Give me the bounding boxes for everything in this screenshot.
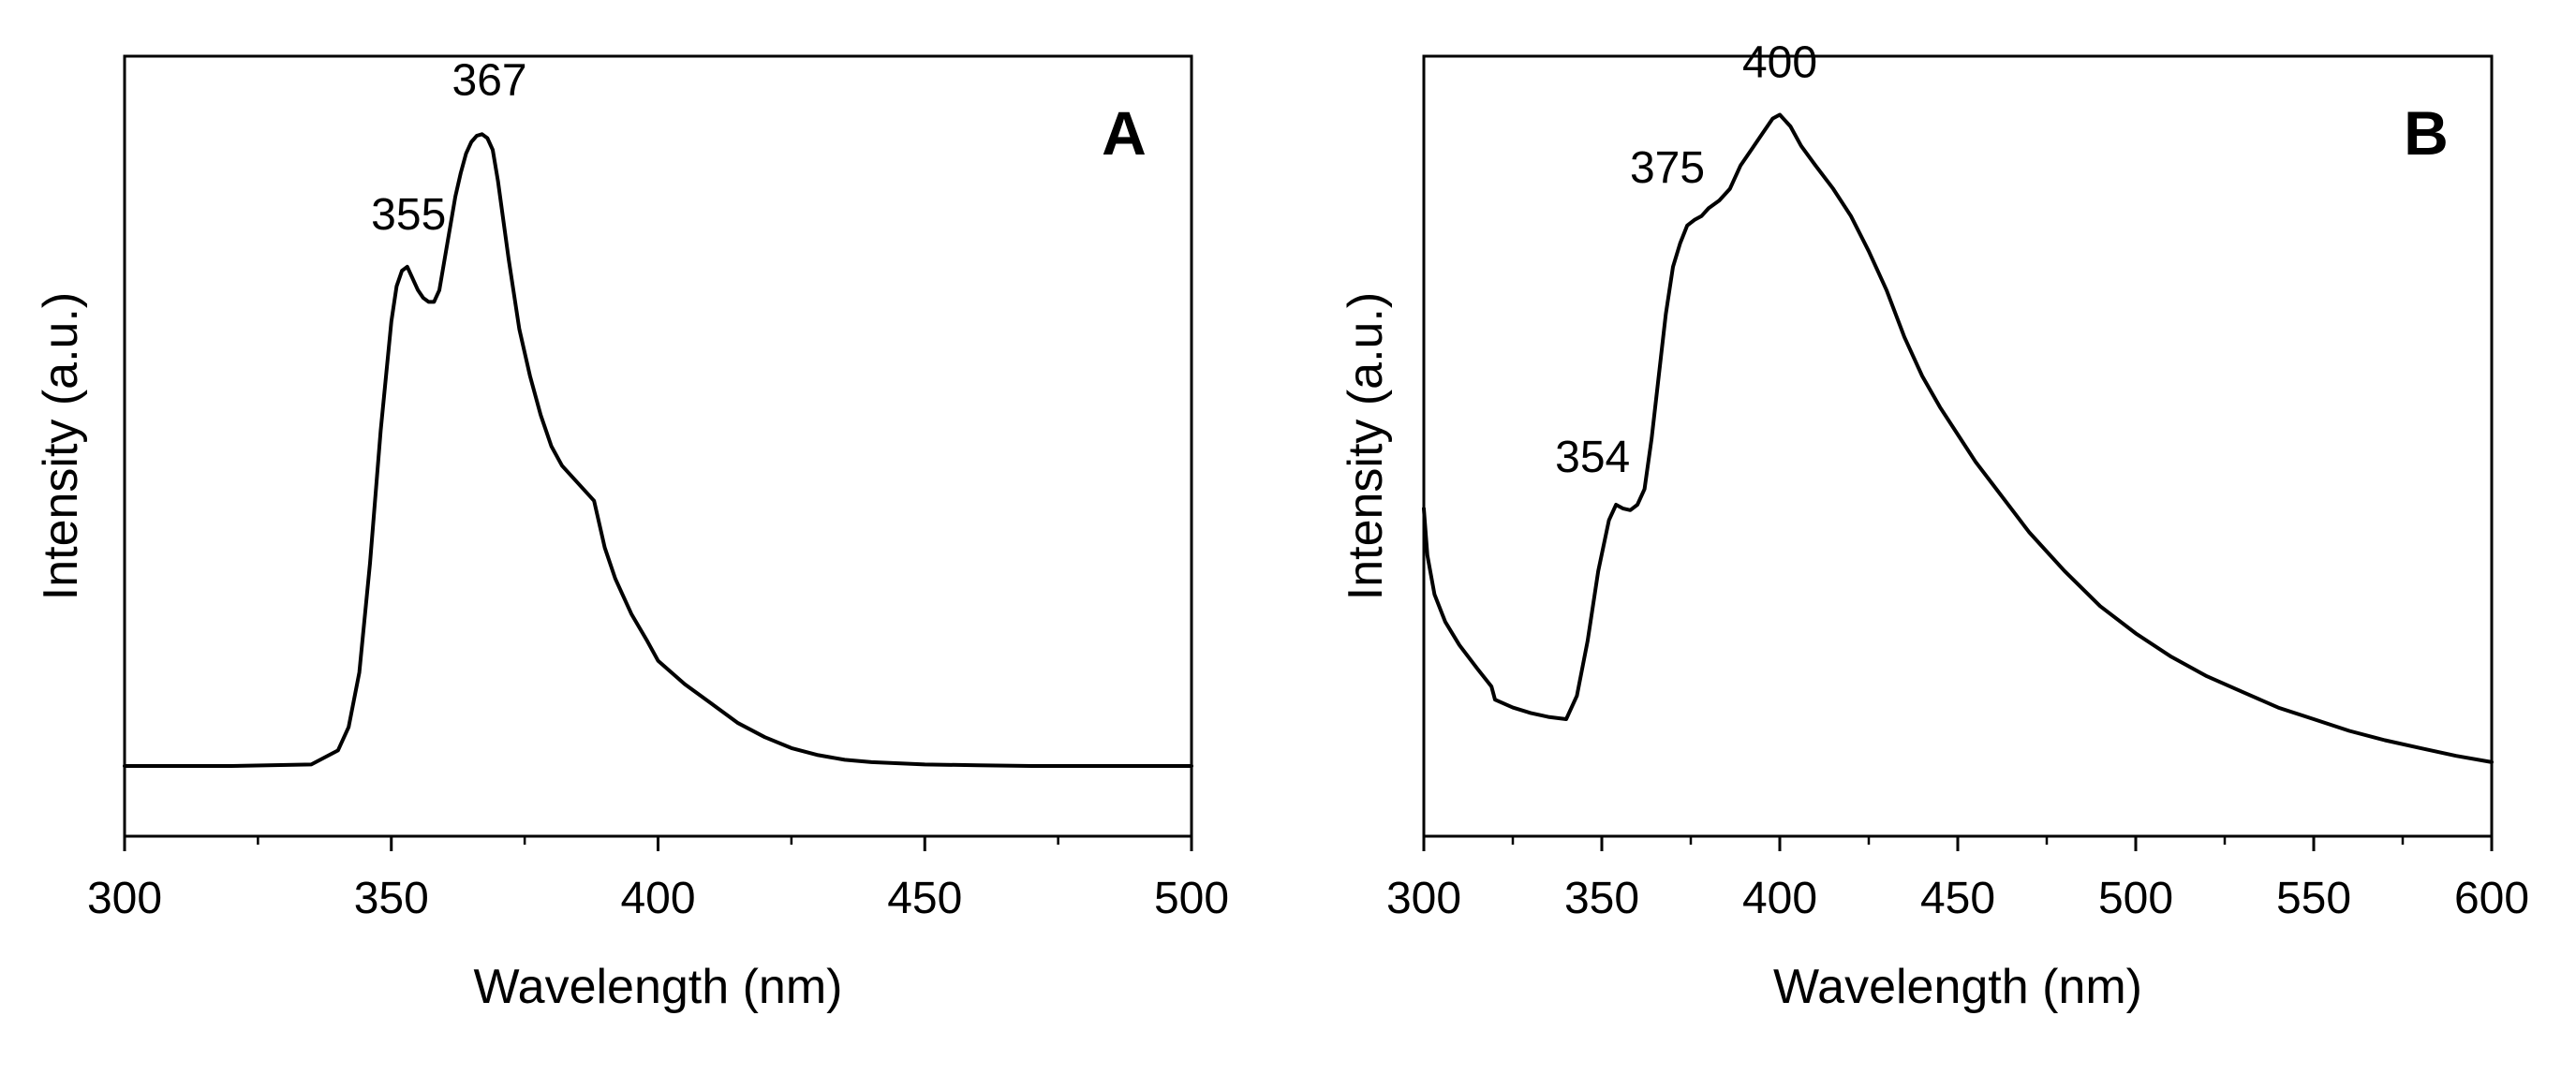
x-tick-label: 400	[1742, 874, 1817, 923]
x-tick-label: 300	[1386, 874, 1461, 923]
peak-annotation: 354	[1555, 433, 1630, 482]
series-line-emission	[1422, 112, 2494, 764]
panel-a: 300 350 400 450 500 Wavelength (nm) Intensity …	[34, 54, 1229, 1014]
peak-annotation: 400	[1742, 37, 1817, 87]
y-axis-title: Intensity (a.u.)	[1339, 292, 1393, 600]
x-axis-title: Wavelength (nm)	[474, 960, 843, 1014]
peak-annotation: 375	[1630, 143, 1705, 193]
x-axis-title: Wavelength (nm)	[1773, 960, 2142, 1014]
x-tick-label: 500	[1154, 874, 1229, 923]
x-tick-label: 450	[887, 874, 962, 923]
x-tick-label: 350	[1564, 874, 1639, 923]
plot-frame	[123, 54, 1193, 838]
panel-label: B	[2404, 98, 2449, 168]
series-line-emission	[123, 132, 1193, 768]
x-tick-label: 300	[87, 874, 162, 923]
panel-label: A	[1102, 98, 1147, 168]
peak-annotation: 367	[452, 55, 527, 105]
x-tick-label: 450	[1920, 874, 1995, 923]
x-tick-label: 500	[2098, 874, 2173, 923]
x-tick-label: 350	[354, 874, 429, 923]
panel-b: 300 350 400 450 500 550 600 Wavelength (nm) Inte…	[1339, 37, 2529, 1014]
x-tick-label: 550	[2276, 874, 2351, 923]
x-tick-label: 600	[2454, 874, 2529, 923]
y-axis-title: Intensity (a.u.)	[34, 292, 88, 600]
x-tick-label: 400	[620, 874, 695, 923]
peak-annotation: 355	[371, 190, 446, 240]
